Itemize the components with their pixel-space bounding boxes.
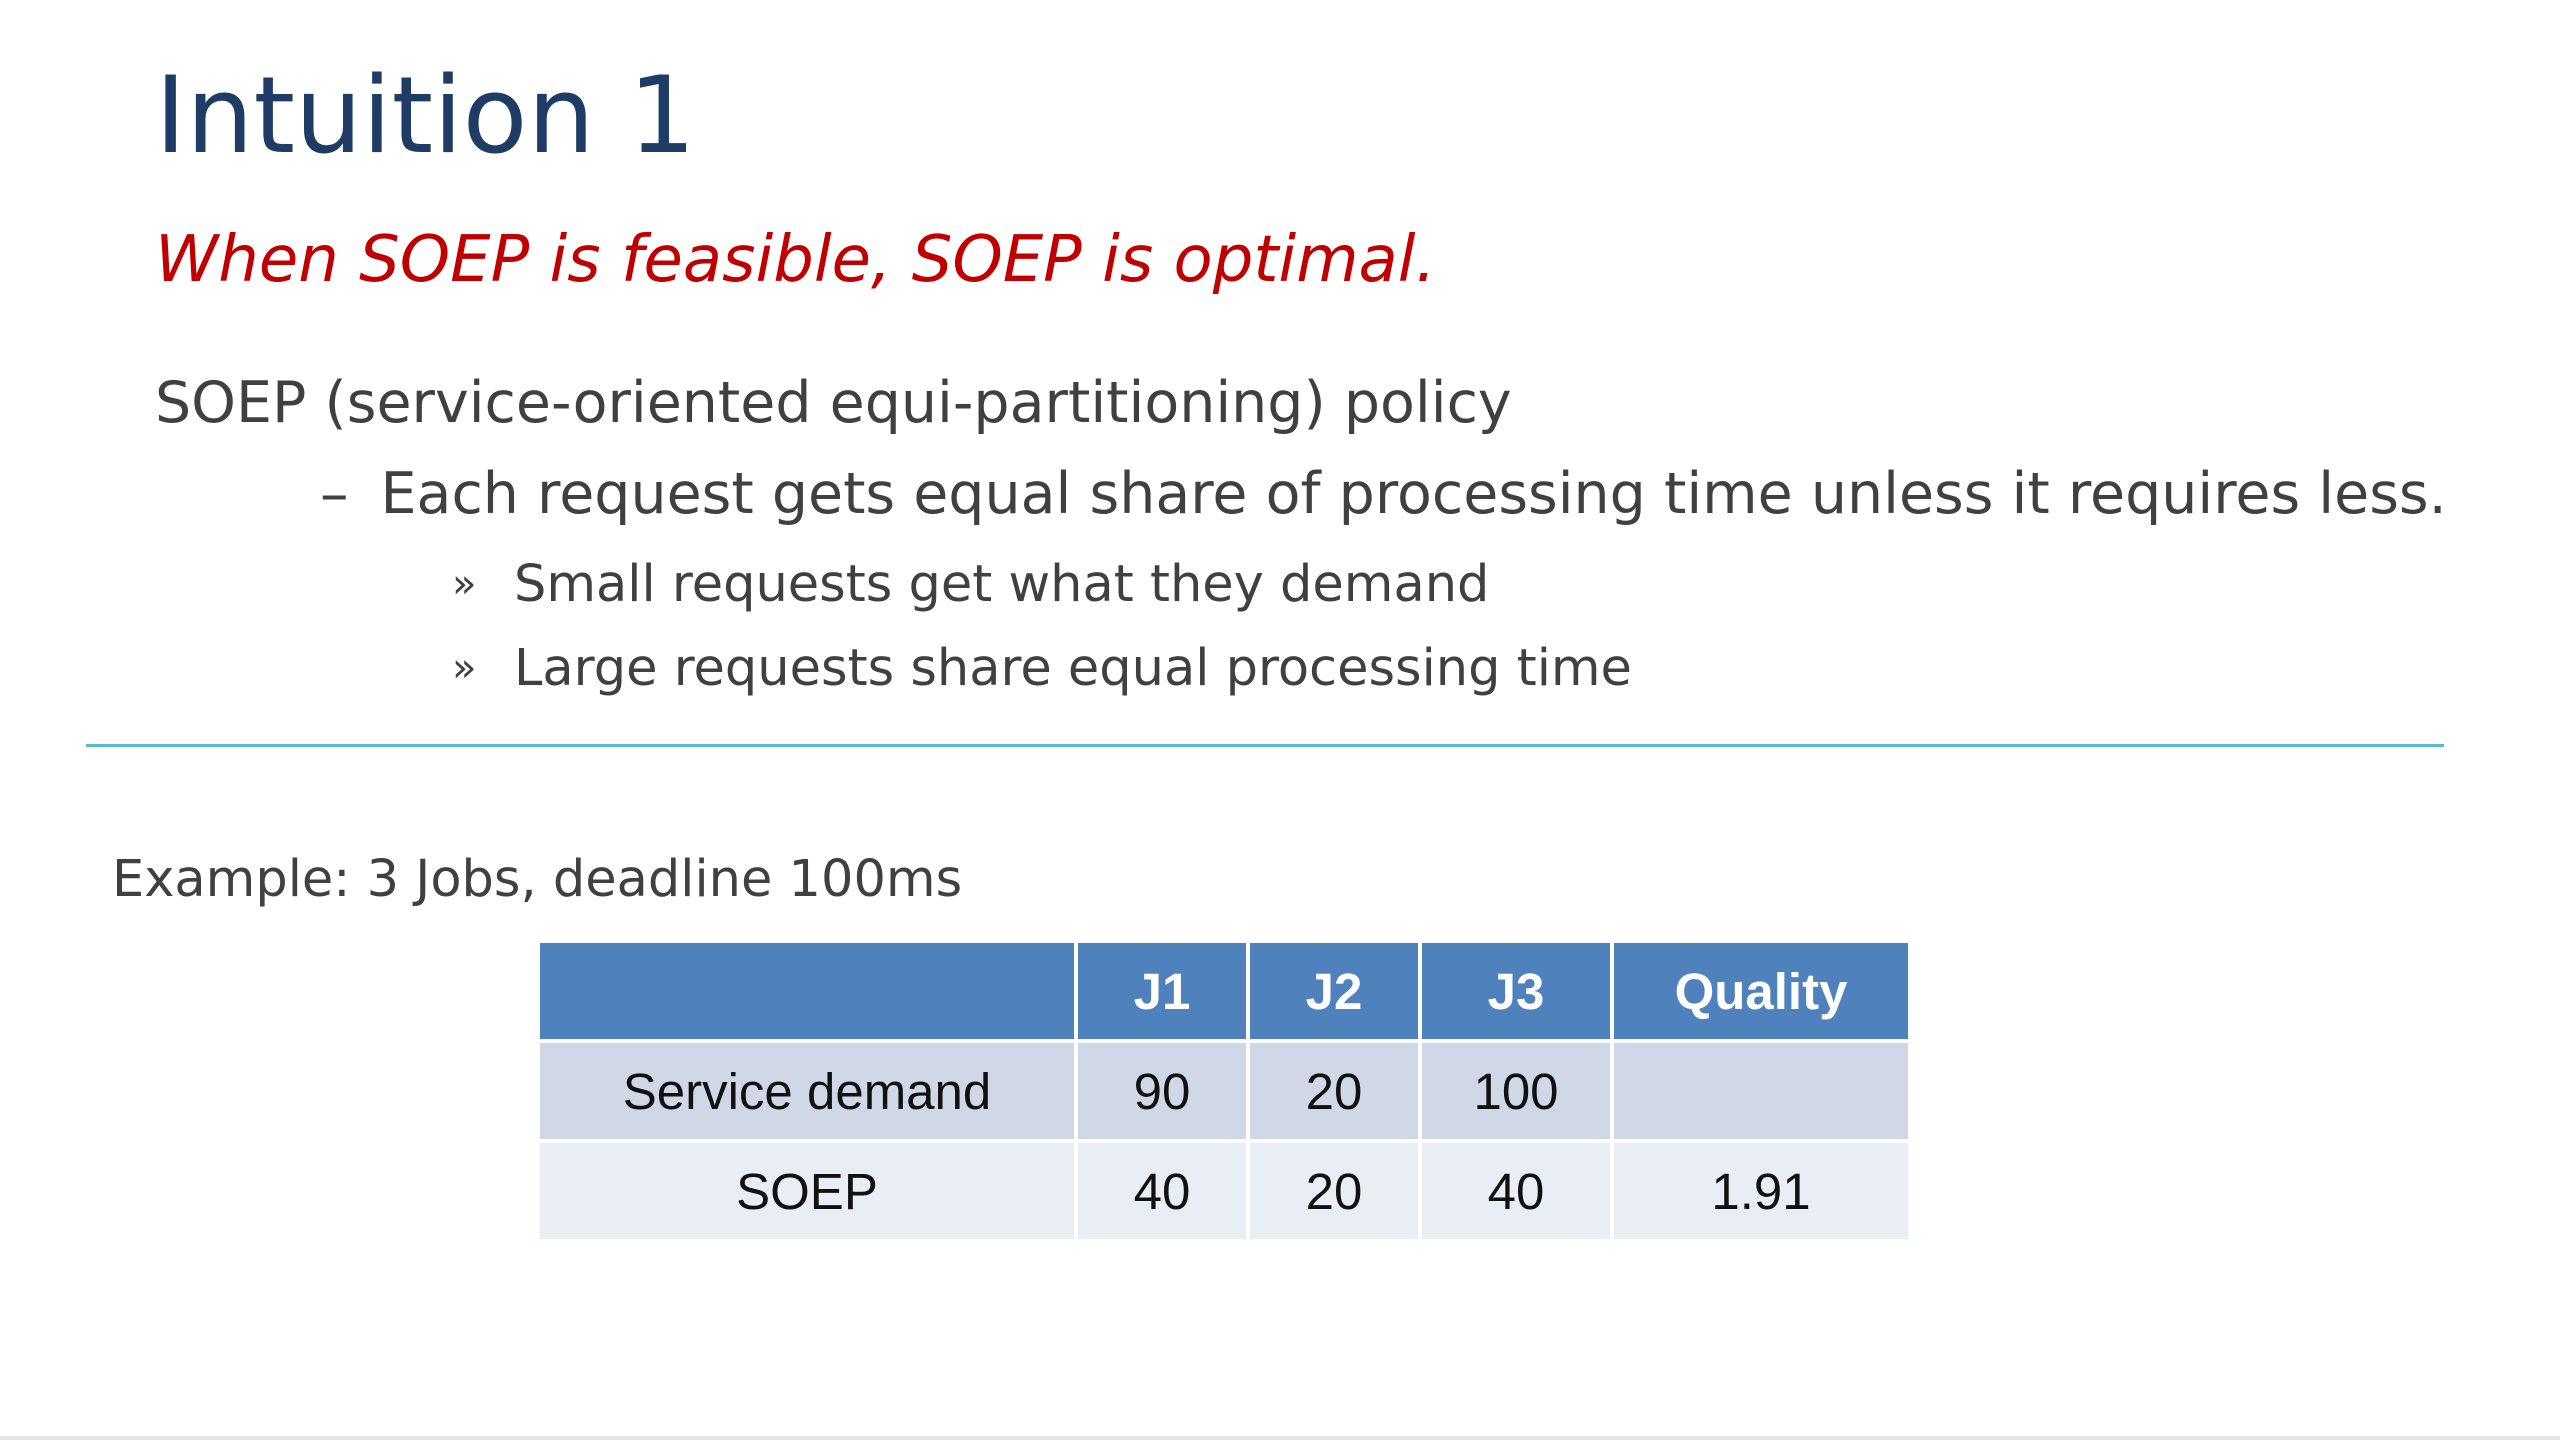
row-label: Service demand bbox=[540, 1043, 1074, 1139]
bullet-level2-text: Each request gets equal share of process… bbox=[380, 461, 2447, 527]
cell-j3: 100 bbox=[1422, 1043, 1610, 1139]
chevron-marker-icon: » bbox=[452, 645, 477, 691]
section-divider bbox=[86, 744, 2444, 747]
cell-j2: 20 bbox=[1250, 1143, 1418, 1239]
bullet-level3-item: » Large requests share equal processing t… bbox=[452, 639, 1632, 698]
dash-marker: – bbox=[320, 461, 349, 527]
results-table: J1 J2 J3 Quality Service demand 90 20 10… bbox=[536, 939, 1912, 1243]
cell-quality bbox=[1614, 1043, 1908, 1139]
bullet-level2: – Each request gets equal share of proces… bbox=[320, 463, 2447, 526]
bullet-level1: SOEP (service-oriented equi-partitioning… bbox=[155, 370, 1512, 436]
bullet-level3-item: » Small requests get what they demand bbox=[452, 555, 1490, 614]
example-caption: Example: 3 Jobs, deadline 100ms bbox=[112, 850, 963, 909]
header-cell-j1: J1 bbox=[1078, 943, 1246, 1039]
bullet-level3-text: Large requests share equal processing ti… bbox=[514, 639, 1632, 698]
cell-j1: 40 bbox=[1078, 1143, 1246, 1239]
table-row: SOEP 40 20 40 1.91 bbox=[540, 1143, 1908, 1239]
slide-bottom-edge bbox=[0, 1436, 2560, 1440]
header-cell-j2: J2 bbox=[1250, 943, 1418, 1039]
cell-j3: 40 bbox=[1422, 1143, 1610, 1239]
cell-j2: 20 bbox=[1250, 1043, 1418, 1139]
table-row: Service demand 90 20 100 bbox=[540, 1043, 1908, 1139]
chevron-marker-icon: » bbox=[452, 561, 477, 607]
header-cell-j3: J3 bbox=[1422, 943, 1610, 1039]
cell-j1: 90 bbox=[1078, 1043, 1246, 1139]
header-cell-quality: Quality bbox=[1614, 943, 1908, 1039]
slide-subtitle: When SOEP is feasible, SOEP is optimal. bbox=[155, 223, 1436, 297]
cell-quality: 1.91 bbox=[1614, 1143, 1908, 1239]
header-cell-empty bbox=[540, 943, 1074, 1039]
table-header-row: J1 J2 J3 Quality bbox=[540, 943, 1908, 1039]
slide-title: Intuition 1 bbox=[155, 54, 696, 177]
bullet-level3-text: Small requests get what they demand bbox=[514, 555, 1490, 614]
row-label: SOEP bbox=[540, 1143, 1074, 1239]
